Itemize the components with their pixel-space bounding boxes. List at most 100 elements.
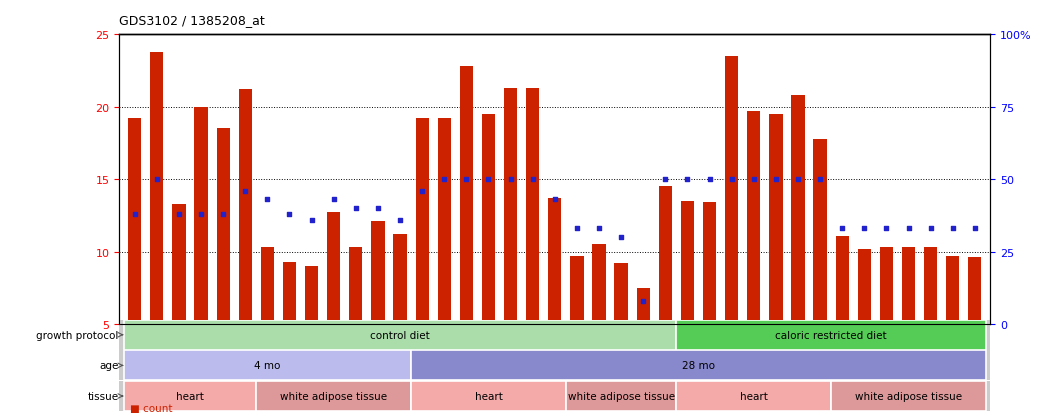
Bar — [327, 213, 340, 324]
Bar — [172, 204, 186, 324]
Point — [303, 217, 319, 223]
Bar — [831, 381, 986, 411]
Text: 28 mo: 28 mo — [682, 361, 714, 370]
Bar — [260, 248, 274, 324]
Point — [326, 197, 342, 203]
Point — [193, 211, 209, 218]
Bar — [681, 202, 694, 324]
Bar — [416, 119, 428, 324]
Point — [724, 176, 740, 183]
Point — [790, 176, 807, 183]
Bar — [924, 248, 937, 324]
Bar — [129, 119, 141, 324]
Text: age: age — [100, 361, 119, 370]
Bar — [438, 119, 451, 324]
Bar — [150, 52, 164, 324]
Bar — [504, 89, 517, 324]
Bar — [725, 57, 738, 324]
Point — [746, 176, 762, 183]
Bar — [371, 221, 385, 324]
Point — [414, 188, 430, 195]
Point — [502, 176, 518, 183]
Point — [127, 211, 143, 218]
Point — [171, 211, 188, 218]
Point — [701, 176, 718, 183]
Point — [480, 176, 497, 183]
Bar — [256, 381, 411, 411]
Point — [568, 225, 585, 232]
Point — [635, 298, 651, 304]
Bar — [836, 236, 849, 324]
Bar — [123, 320, 676, 350]
Bar — [549, 199, 561, 324]
Point — [657, 176, 674, 183]
Bar — [411, 381, 566, 411]
Bar — [411, 351, 986, 380]
Point — [525, 176, 541, 183]
Bar — [194, 107, 207, 324]
Bar — [566, 381, 676, 411]
Text: white adipose tissue: white adipose tissue — [854, 391, 962, 401]
Point — [922, 225, 938, 232]
Point — [458, 176, 475, 183]
Bar — [969, 258, 981, 324]
Bar — [858, 249, 871, 324]
Point — [347, 205, 364, 212]
Bar — [676, 320, 986, 350]
Bar — [239, 90, 252, 324]
Text: 4 mo: 4 mo — [254, 361, 281, 370]
Text: control diet: control diet — [370, 330, 430, 340]
Bar — [747, 112, 760, 324]
Point — [237, 188, 254, 195]
Point — [767, 176, 784, 183]
Point — [812, 176, 829, 183]
Text: tissue: tissue — [88, 391, 119, 401]
Bar — [658, 187, 672, 324]
Point — [392, 217, 409, 223]
Bar — [123, 351, 411, 380]
Point — [613, 234, 629, 241]
Point — [546, 197, 563, 203]
Point — [148, 176, 165, 183]
Text: white adipose tissue: white adipose tissue — [280, 391, 387, 401]
Bar — [637, 288, 650, 324]
Bar — [349, 248, 363, 324]
Bar — [676, 381, 831, 411]
Point — [834, 225, 850, 232]
Bar — [393, 235, 407, 324]
Point — [945, 225, 961, 232]
Text: caloric restricted diet: caloric restricted diet — [776, 330, 887, 340]
Text: heart: heart — [739, 391, 767, 401]
Point — [215, 211, 231, 218]
Bar — [902, 248, 916, 324]
Point — [591, 225, 608, 232]
Bar — [946, 256, 959, 324]
Bar — [879, 248, 893, 324]
Point — [900, 225, 917, 232]
Bar — [570, 256, 584, 324]
Text: white adipose tissue: white adipose tissue — [567, 391, 675, 401]
Point — [369, 205, 386, 212]
Point — [259, 197, 276, 203]
Text: heart: heart — [176, 391, 204, 401]
Bar — [592, 244, 606, 324]
Bar — [526, 89, 539, 324]
Bar — [703, 203, 717, 324]
Point — [856, 225, 872, 232]
Point — [679, 176, 696, 183]
Bar — [769, 115, 783, 324]
Bar — [791, 96, 805, 324]
Text: GDS3102 / 1385208_at: GDS3102 / 1385208_at — [119, 14, 265, 27]
Text: growth protocol: growth protocol — [36, 330, 119, 340]
Bar — [813, 139, 826, 324]
Bar — [217, 129, 230, 324]
Bar — [283, 262, 297, 324]
Bar — [459, 67, 473, 324]
Bar — [615, 263, 627, 324]
Point — [966, 225, 983, 232]
Text: heart: heart — [475, 391, 502, 401]
Text: ■ count: ■ count — [130, 403, 172, 413]
Bar — [123, 381, 256, 411]
Bar — [482, 115, 495, 324]
Point — [436, 176, 452, 183]
